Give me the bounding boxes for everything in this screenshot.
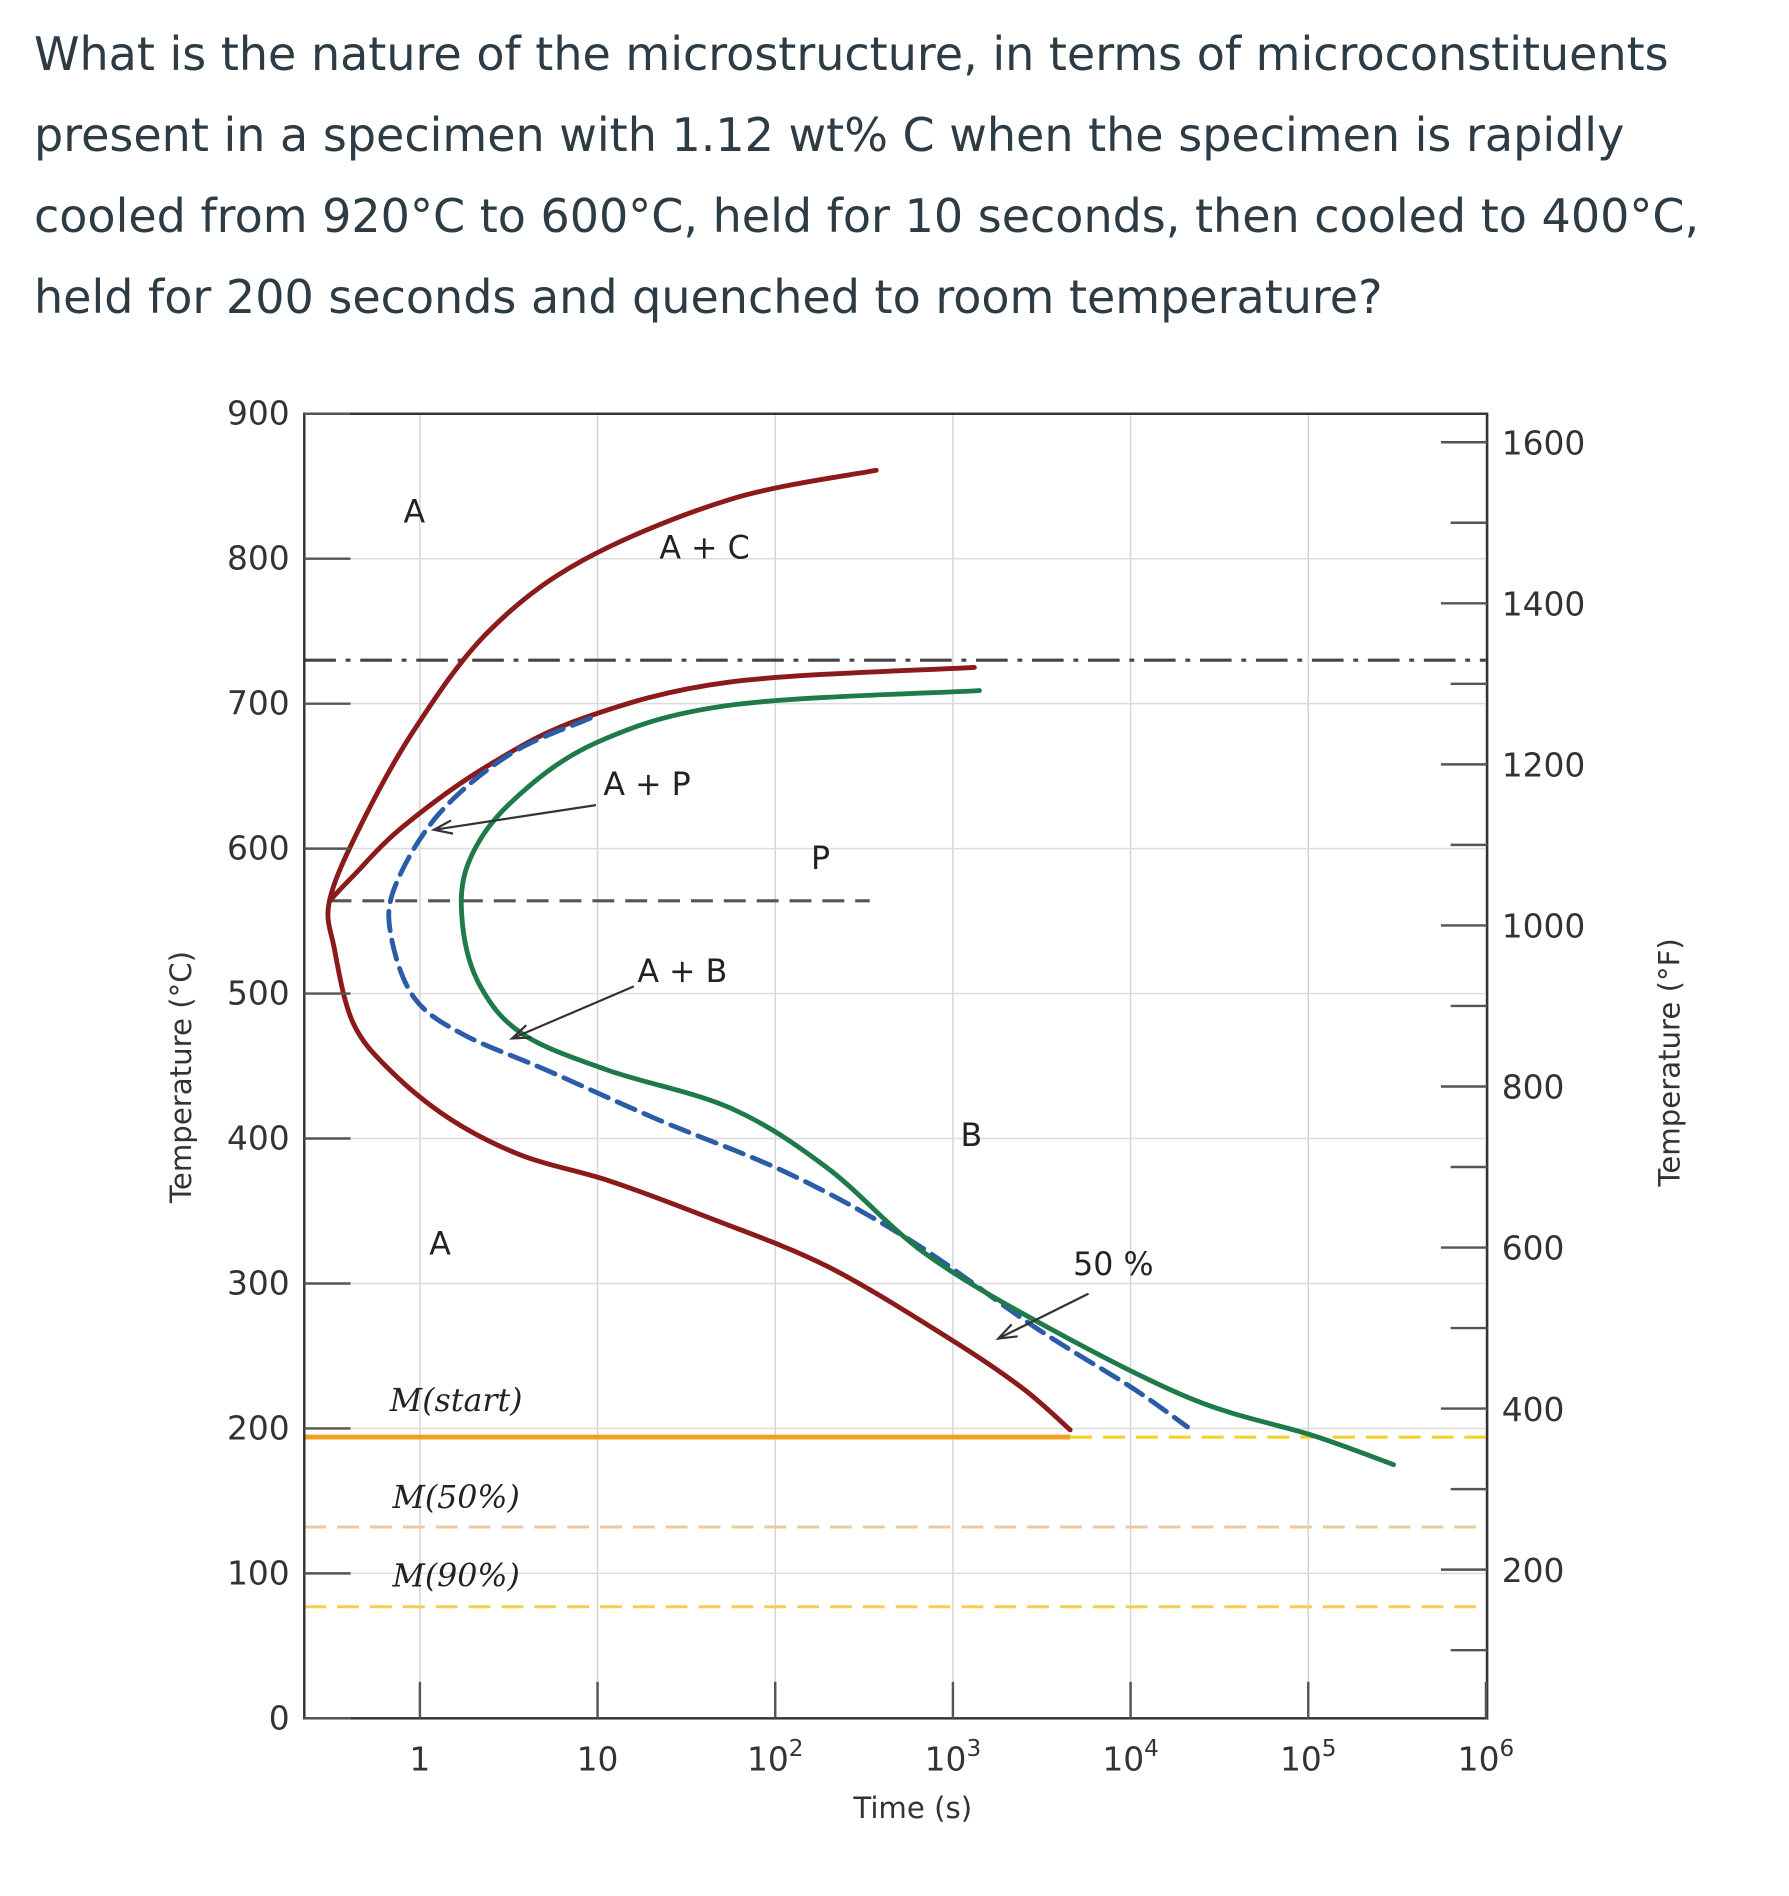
region-label: A + P [603, 767, 690, 803]
x-tick-base: 10 [1102, 1741, 1144, 1779]
y-tick-label: 600 [227, 830, 290, 868]
y2-axis-title: Temperature (°F) [1652, 938, 1686, 1187]
region-label: A + C [659, 531, 749, 567]
y-tick-label: 800 [227, 540, 290, 578]
x-axis-title: Time (s) [852, 1791, 972, 1825]
y-tick-label: 400 [227, 1119, 290, 1157]
x-tick-base: 10 [747, 1741, 789, 1779]
arrowhead [509, 1024, 532, 1040]
y2-tick-label: 600 [1502, 1230, 1565, 1268]
x-tick-base: 10 [1458, 1741, 1500, 1779]
curve-fifty-percent [386, 715, 1190, 1430]
question-text: What is the nature of the microstructure… [34, 27, 1700, 324]
y-axis-title: Temperature (°C) [164, 951, 198, 1204]
x-tick-exponent: 3 [966, 1736, 981, 1762]
y-tick-label: 900 [227, 395, 290, 433]
plot-border [303, 412, 1489, 1720]
y-tick-label: 0 [269, 1699, 290, 1737]
martensite-label: M(start) [389, 1383, 523, 1419]
curve-proeutectoid-start [325, 467, 1073, 1433]
x-tick-exponent: 5 [1322, 1736, 1337, 1762]
y2-tick-label: 1600 [1502, 424, 1586, 462]
x-tick-label: 106 [1458, 1736, 1515, 1779]
y-tick-label: 300 [227, 1264, 290, 1302]
grid [304, 413, 1488, 1720]
arrowhead [430, 819, 454, 835]
x-tick-base: 10 [925, 1741, 967, 1779]
y-tick-label: 700 [227, 685, 290, 723]
martensite-label: M(90%) [391, 1558, 519, 1594]
region-label: A [429, 1226, 451, 1262]
y2-tick-label: 400 [1502, 1391, 1565, 1429]
martensite-label: M(50%) [391, 1480, 519, 1516]
x-tick-base: 1 [409, 1741, 430, 1779]
y2-tick-label: 800 [1502, 1069, 1565, 1107]
x-tick-exponent: 2 [789, 1736, 804, 1762]
x-tick-label: 103 [925, 1736, 982, 1779]
y-tick-label: 500 [227, 975, 290, 1013]
x-tick-exponent: 4 [1144, 1736, 1159, 1762]
x-tick-base: 10 [577, 1741, 619, 1779]
region-label: A + B [637, 954, 727, 990]
region-label: A [403, 494, 425, 530]
y-tick-label: 100 [227, 1554, 290, 1592]
y2-tick-label: 1400 [1502, 585, 1586, 623]
curves [325, 467, 1396, 1468]
annotations: A A + C A + P P A + B B A 50 % M(start) M(50%) M(9… [389, 494, 1154, 1594]
reference-lines [304, 658, 1486, 1609]
region-label: B [961, 1118, 983, 1154]
curve-finish [458, 688, 1396, 1468]
plot-frame [303, 412, 1489, 1720]
x-tick-label: 105 [1280, 1736, 1337, 1779]
annotation-arrow [433, 804, 597, 831]
x-tick-label: 10 [577, 1741, 619, 1779]
x-tick-label: 104 [1102, 1736, 1159, 1779]
y2-tick-label: 200 [1502, 1552, 1565, 1590]
x-tick-exponent: 6 [1499, 1736, 1514, 1762]
y2-tick-label: 1200 [1502, 747, 1586, 785]
x-tick-label: 1 [409, 1741, 430, 1779]
x-tick-label: 102 [747, 1736, 803, 1779]
annotation-arrow [511, 985, 635, 1040]
region-label: P [811, 841, 830, 877]
y2-tick-label: 1000 [1502, 908, 1586, 946]
arrowhead [995, 1323, 1018, 1340]
x-tick-base: 10 [1280, 1741, 1322, 1779]
y-tick-label: 200 [227, 1409, 290, 1447]
annotation-arrow [997, 1292, 1090, 1340]
region-label: 50 % [1073, 1247, 1153, 1283]
